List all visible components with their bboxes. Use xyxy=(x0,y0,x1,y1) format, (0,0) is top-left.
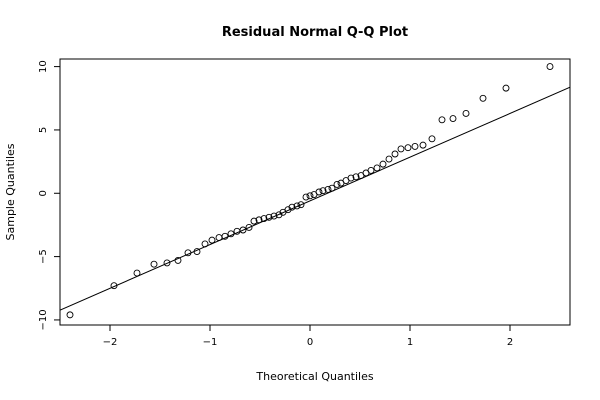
x-tick-label: 0 xyxy=(307,337,313,348)
data-point xyxy=(324,186,332,193)
data-point xyxy=(221,232,229,240)
data-point xyxy=(193,248,201,255)
data-point xyxy=(411,142,419,150)
y-tick-label: −5 xyxy=(38,249,49,264)
data-point xyxy=(250,217,258,225)
data-point xyxy=(66,311,74,319)
data-point xyxy=(391,150,399,158)
x-tick-label: 2 xyxy=(507,337,513,348)
x-axis-label: Theoretical Quantiles xyxy=(255,370,373,383)
y-axis-label: Sample Quantiles xyxy=(4,143,17,240)
data-point xyxy=(208,236,216,244)
data-point xyxy=(255,216,263,224)
data-point xyxy=(419,141,427,149)
y-axis: −10 −5 0 5 10 xyxy=(38,60,60,330)
y-tick-label: 10 xyxy=(38,60,49,73)
data-point xyxy=(184,249,192,257)
data-point xyxy=(385,155,393,163)
x-axis: −2 −1 0 1 2 xyxy=(103,325,513,348)
data-point xyxy=(150,260,158,268)
data-point xyxy=(428,135,436,143)
data-point xyxy=(373,164,381,172)
chart-title: Residual Normal Q-Q Plot xyxy=(222,25,408,40)
data-point xyxy=(293,202,301,210)
data-point xyxy=(438,116,446,124)
data-point xyxy=(347,174,355,182)
x-tick-label: −1 xyxy=(203,337,218,348)
reference-line xyxy=(60,86,570,311)
y-tick-label: −10 xyxy=(38,309,49,330)
plot-marks xyxy=(60,63,570,319)
data-point xyxy=(239,226,247,234)
data-point xyxy=(315,188,323,196)
data-point xyxy=(201,240,209,248)
data-point xyxy=(174,256,182,264)
data-point xyxy=(227,230,235,238)
x-tick-label: −2 xyxy=(103,337,118,348)
data-point xyxy=(302,193,310,201)
data-point xyxy=(546,63,554,71)
data-point xyxy=(163,259,171,267)
data-point xyxy=(319,187,327,195)
data-point xyxy=(260,215,268,223)
data-point xyxy=(270,212,278,220)
x-tick-label: 1 xyxy=(407,337,413,348)
data-point xyxy=(352,173,360,181)
data-point xyxy=(449,115,457,122)
data-point xyxy=(297,201,305,209)
data-point xyxy=(110,282,118,290)
data-point xyxy=(397,145,405,153)
data-point xyxy=(462,110,470,117)
y-tick-label: 5 xyxy=(38,127,49,133)
data-point xyxy=(367,167,375,174)
data-point xyxy=(288,203,296,211)
data-point xyxy=(306,192,314,200)
data-point xyxy=(215,234,223,242)
data-point xyxy=(328,184,336,192)
data-point xyxy=(404,144,412,152)
data-point xyxy=(133,269,141,277)
data-point xyxy=(502,84,510,92)
plot-frame xyxy=(59,58,571,326)
data-point xyxy=(333,180,341,188)
y-tick-label: 0 xyxy=(38,190,49,196)
data-point xyxy=(379,160,387,168)
data-point xyxy=(265,213,273,221)
data-point xyxy=(245,224,253,231)
data-point xyxy=(233,227,241,235)
data-point xyxy=(479,94,487,102)
